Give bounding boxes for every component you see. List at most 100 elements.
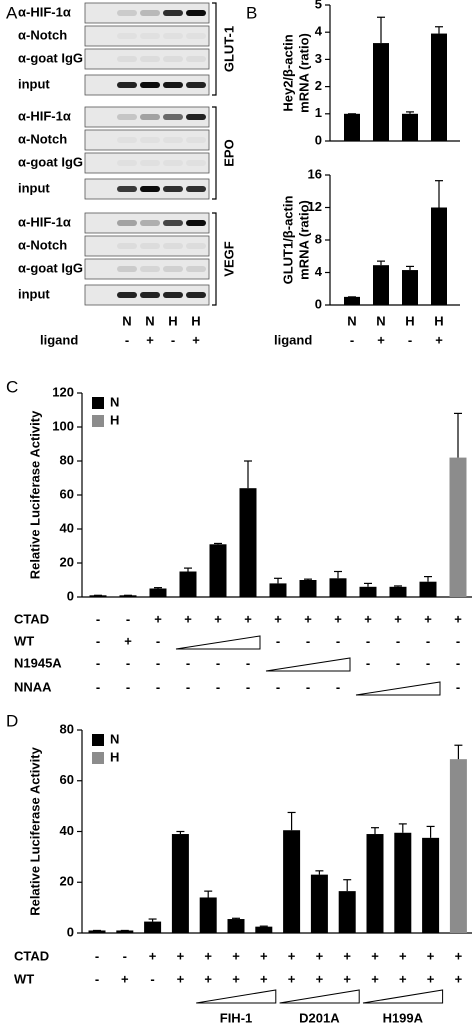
condition-mark: +	[316, 971, 324, 986]
error-bar	[454, 744, 463, 760]
blot-band	[117, 56, 137, 62]
error-bar	[406, 265, 414, 271]
panel-letter: B	[246, 3, 257, 22]
condition-label: ligand	[274, 332, 312, 347]
condition-mark: +	[455, 948, 463, 963]
error-bar	[343, 879, 352, 892]
error-bar	[184, 567, 192, 572]
blot-band	[117, 186, 137, 192]
error-bar	[454, 412, 462, 458]
bar	[329, 578, 347, 597]
condition-mark: -	[336, 633, 340, 648]
blot-band	[186, 33, 206, 39]
condition-mark: +	[121, 971, 129, 986]
blot-row-label: input	[18, 180, 50, 195]
dose-group-label: FIH-1	[220, 1010, 253, 1025]
dose-triangle	[175, 635, 261, 650]
condition-mark: +	[177, 971, 185, 986]
blot-band	[163, 10, 183, 16]
bar	[171, 834, 189, 933]
blot-row-label: α-Notch	[18, 237, 67, 252]
blot-band	[186, 82, 206, 88]
y-tick-label: 40	[60, 823, 74, 838]
blot-band	[140, 243, 160, 249]
y-tick-label: 40	[60, 520, 74, 535]
blot-band	[163, 266, 183, 272]
y-tick-label: 1	[315, 105, 322, 120]
dose-triangle	[362, 989, 444, 1004]
legend-label: N	[110, 731, 119, 746]
y-axis-label: GLUT1/β-actin	[280, 196, 295, 285]
y-tick-label: 80	[60, 452, 74, 467]
bar	[88, 930, 106, 933]
blot-band	[117, 243, 137, 249]
blot-band	[186, 160, 206, 166]
y-tick-label: 20	[60, 874, 74, 889]
error-bar	[176, 830, 185, 835]
blot-band	[140, 160, 160, 166]
y-tick-label: 100	[52, 418, 74, 433]
y-tick-label: 4	[315, 264, 323, 279]
blot-band	[117, 220, 137, 226]
condition-mark: -	[408, 332, 412, 347]
blot-band	[117, 33, 137, 39]
condition-mark: +	[146, 332, 154, 347]
condition-mark: -	[96, 633, 100, 648]
error-bar	[259, 925, 268, 927]
x-tick-label: N	[347, 313, 356, 328]
bar	[344, 296, 360, 305]
condition-mark: +	[288, 948, 296, 963]
error-bar	[244, 460, 252, 489]
bar	[449, 759, 467, 933]
gene-bracket	[212, 2, 217, 96]
condition-mark: +	[177, 948, 185, 963]
gene-label: EPO	[221, 139, 236, 166]
y-tick-label: 20	[60, 554, 74, 569]
bar	[344, 113, 360, 141]
blot-band	[117, 114, 137, 120]
condition-mark: +	[260, 948, 268, 963]
condition-mark: +	[260, 971, 268, 986]
condition-label: N1945A	[14, 655, 62, 670]
condition-mark: +	[244, 611, 252, 626]
error-bar	[398, 823, 407, 833]
condition-mark: +	[343, 948, 351, 963]
error-bar	[377, 16, 385, 44]
gene-label: VEGF	[221, 241, 236, 276]
y-tick-label: 3	[315, 51, 322, 66]
blot-band	[186, 137, 206, 143]
condition-mark: +	[192, 332, 200, 347]
condition-mark: -	[186, 655, 190, 670]
blot-band	[163, 82, 183, 88]
error-bar	[435, 26, 443, 34]
blot-strip	[84, 152, 210, 174]
blot-band	[140, 33, 160, 39]
condition-label: WT	[14, 971, 34, 986]
y-tick-label: 120	[52, 384, 74, 399]
condition-mark: +	[154, 611, 162, 626]
condition-mark: +	[274, 611, 282, 626]
bar	[199, 897, 217, 933]
blot-band	[117, 292, 137, 298]
blot-band	[140, 266, 160, 272]
y-tick-label: 60	[60, 486, 74, 501]
condition-mark: -	[366, 655, 370, 670]
error-bar	[435, 180, 443, 208]
condition-label: CTAD	[14, 948, 49, 963]
bar	[119, 595, 137, 597]
condition-label: WT	[14, 633, 34, 648]
bar	[402, 113, 418, 141]
legend-swatch	[92, 415, 104, 427]
blot-band	[163, 243, 183, 249]
condition-mark: -	[150, 971, 154, 986]
panel-letter: C	[6, 377, 18, 396]
y-tick-label: 16	[308, 166, 322, 181]
condition-mark: +	[364, 611, 372, 626]
condition-mark: -	[156, 655, 160, 670]
y-axis-label: mRNA (ratio)	[296, 200, 311, 280]
blot-row-label: input	[18, 76, 50, 91]
error-bar	[406, 111, 414, 114]
blot-band	[186, 186, 206, 192]
blot-band	[163, 220, 183, 226]
